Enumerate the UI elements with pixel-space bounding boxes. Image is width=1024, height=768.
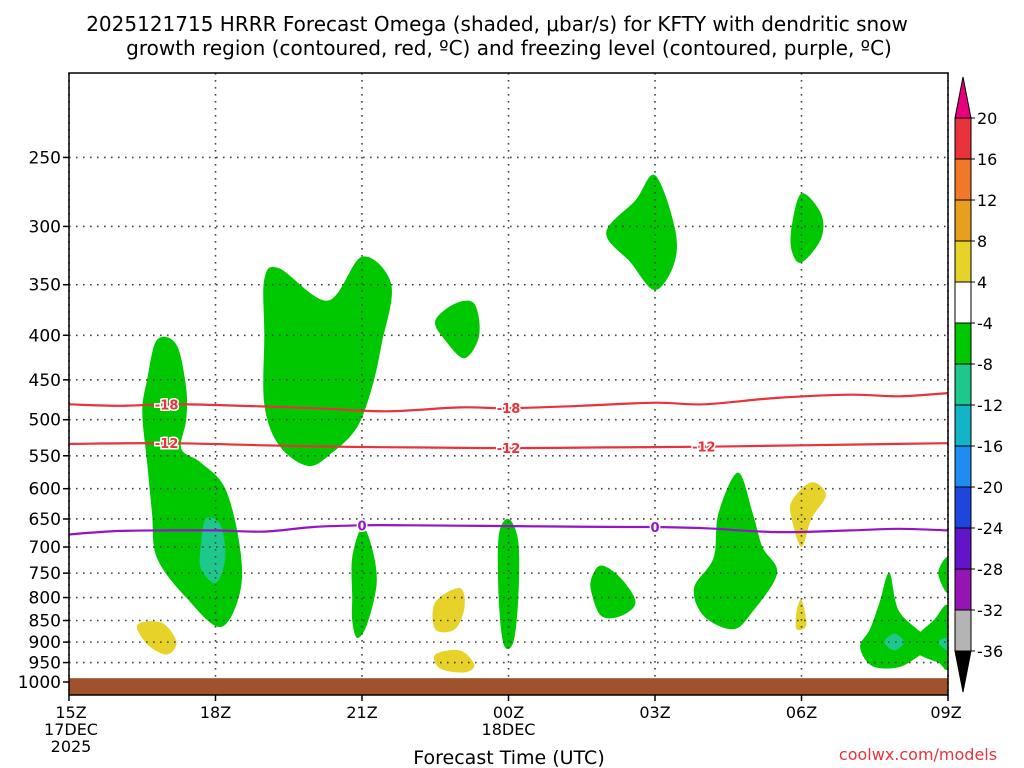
colorbar-swatch bbox=[954, 281, 972, 324]
colorbar-swatch bbox=[954, 363, 972, 406]
ytick-label-1000: 1000 bbox=[18, 673, 61, 693]
omega-region-teal-0700z-lower bbox=[884, 633, 905, 651]
colorbar-label: -24 bbox=[977, 519, 1003, 538]
colorbar: 20 16 12 8 4 -4 -8 -12 -16 -20 -24 -28 -32 -36 bbox=[954, 76, 1003, 693]
omega-region-green-0900z-mid bbox=[938, 557, 948, 593]
xtick-sublabel-date: 18DEC bbox=[482, 720, 536, 739]
isotherm-label-0: 0 bbox=[357, 519, 366, 534]
colorbar-swatch bbox=[954, 527, 972, 570]
isotherm--12 bbox=[68, 442, 949, 450]
omega-region-green-0900z-lower bbox=[908, 604, 948, 671]
omega-region-yellow-0600z-b bbox=[795, 599, 807, 631]
colorbar-label: -8 bbox=[977, 355, 993, 374]
omega-region-green-0000z bbox=[497, 518, 520, 649]
ytick-label-500: 500 bbox=[29, 411, 61, 431]
ytick-label-450: 450 bbox=[29, 371, 61, 391]
x-axis-title: Forecast Time (UTC) bbox=[413, 747, 604, 768]
omega-region-green-0500z-upper bbox=[790, 193, 824, 263]
ytick-label-250: 250 bbox=[29, 148, 61, 168]
omega-region-green-2000z bbox=[263, 256, 392, 467]
isotherm-label--12: -12 bbox=[692, 441, 716, 456]
ytick-label-900: 900 bbox=[29, 633, 61, 653]
omega-region-yellow-2300z-b bbox=[433, 649, 475, 673]
omega-region-green-0400z-lower bbox=[693, 472, 778, 630]
xtick-label-15Z: 15Z bbox=[55, 703, 86, 722]
xtick-sublabel-date: 17DEC bbox=[44, 720, 98, 739]
ytick-label-750: 750 bbox=[29, 564, 61, 584]
colorbar-label: -32 bbox=[977, 601, 1003, 620]
colorbar-swatch bbox=[954, 322, 972, 365]
colorbar-label: 8 bbox=[977, 232, 987, 251]
colorbar-swatch bbox=[954, 158, 972, 201]
credit-text: coolwx.com/models bbox=[839, 745, 997, 764]
isotherm-0 bbox=[68, 524, 949, 536]
ytick-label-650: 650 bbox=[29, 510, 61, 530]
xtick-label-06Z: 06Z bbox=[786, 703, 817, 722]
colorbar-label: 16 bbox=[977, 150, 997, 169]
colorbar-swatch bbox=[954, 117, 972, 160]
ytick-label-550: 550 bbox=[29, 447, 61, 467]
colorbar-label: -28 bbox=[977, 560, 1003, 579]
omega-region-yellow-0600z-a bbox=[789, 482, 826, 547]
isotherm-label--18: -18 bbox=[155, 398, 179, 413]
colorbar-label: -20 bbox=[977, 478, 1003, 497]
colorbar-label: -36 bbox=[977, 642, 1003, 661]
colorbar-swatch bbox=[954, 568, 972, 611]
colorbar-label: -12 bbox=[977, 396, 1003, 415]
xtick-sublabel-year: 2025 bbox=[51, 737, 92, 756]
isotherm-label-0: 0 bbox=[650, 521, 659, 536]
isotherm-label--18: -18 bbox=[497, 402, 521, 417]
chart-title-line1: 2025121715 HRRR Forecast Omega (shaded, … bbox=[86, 12, 908, 36]
colorbar-swatch bbox=[954, 609, 972, 652]
omega-region-green-0200z-lower bbox=[590, 565, 636, 619]
xtick-label-03Z: 03Z bbox=[639, 703, 670, 722]
ground-surface bbox=[69, 678, 948, 695]
ytick-label-600: 600 bbox=[29, 480, 61, 500]
ytick-label-800: 800 bbox=[29, 589, 61, 609]
colorbar-swatch bbox=[954, 445, 972, 488]
colorbar-top-triangle bbox=[954, 76, 972, 119]
omega-shading bbox=[136, 174, 948, 673]
xtick-label-18Z: 18Z bbox=[200, 703, 231, 722]
colorbar-bottom-triangle bbox=[954, 650, 972, 693]
isotherm--18 bbox=[68, 392, 949, 413]
ytick-label-850: 850 bbox=[29, 611, 61, 631]
omega-region-green-2300z-upper bbox=[435, 300, 480, 359]
ytick-label-300: 300 bbox=[29, 217, 61, 237]
ytick-label-400: 400 bbox=[29, 326, 61, 346]
y-axis-ticks: 2503003504004505005506006507007508008509… bbox=[18, 148, 69, 693]
isotherm-label--12: -12 bbox=[155, 437, 179, 452]
omega-region-yellow-2300z-a bbox=[432, 587, 465, 633]
colorbar-label: 4 bbox=[977, 273, 987, 292]
omega-region-teal-1750z bbox=[199, 517, 226, 584]
colorbar-swatch bbox=[954, 404, 972, 447]
isotherm-contours: -18 -18 -12 -12 -12 0 0 bbox=[68, 392, 949, 538]
ytick-label-950: 950 bbox=[29, 654, 61, 674]
chart-title-line2: growth region (contoured, red, ºC) and f… bbox=[126, 36, 892, 60]
ytick-label-350: 350 bbox=[29, 276, 61, 296]
xtick-label-09Z: 09Z bbox=[930, 703, 961, 722]
xtick-label-21Z: 21Z bbox=[346, 703, 377, 722]
ytick-label-700: 700 bbox=[29, 538, 61, 558]
colorbar-label: -4 bbox=[977, 314, 993, 333]
colorbar-label: 20 bbox=[977, 109, 997, 128]
colorbar-label: -16 bbox=[977, 437, 1003, 456]
omega-region-green-2100z-lower bbox=[351, 527, 377, 638]
colorbar-swatch bbox=[954, 240, 972, 283]
isotherm-label--12: -12 bbox=[497, 442, 521, 457]
colorbar-label: 12 bbox=[977, 191, 997, 210]
omega-region-green-0300z-upper bbox=[606, 174, 677, 291]
colorbar-swatch bbox=[954, 199, 972, 242]
omega-region-yellow-1630z bbox=[136, 621, 177, 655]
omega-region-teal-0900z-lower bbox=[938, 637, 948, 651]
xtick-label-00Z: 00Z bbox=[493, 703, 524, 722]
colorbar-swatch bbox=[954, 486, 972, 529]
omega-region-green-1750z bbox=[142, 336, 243, 628]
